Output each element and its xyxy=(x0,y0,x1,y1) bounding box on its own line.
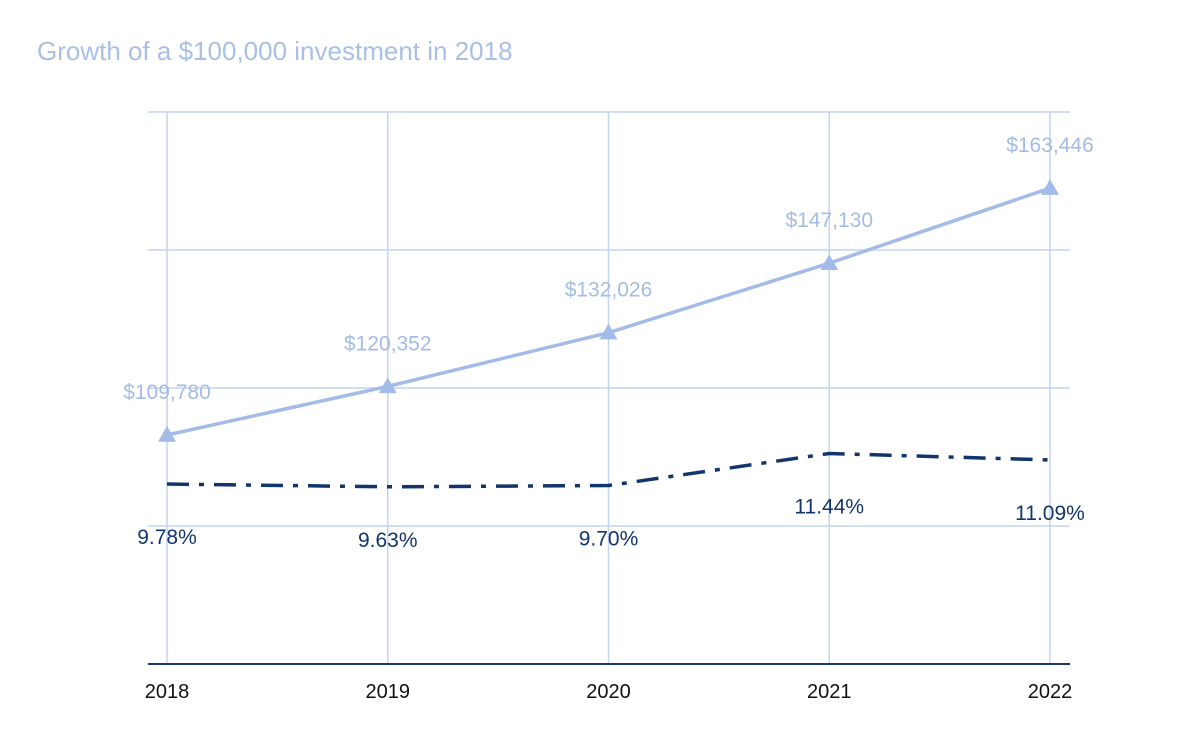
data-label-rate: 11.44% xyxy=(794,496,864,519)
chart-title: Growth of a $100,000 investment in 2018 xyxy=(37,36,513,66)
data-label-rate: 11.09% xyxy=(1015,502,1085,525)
data-label-value: $132,026 xyxy=(565,279,653,302)
data-point-marker xyxy=(158,426,176,442)
data-point-marker xyxy=(820,254,839,270)
x-tick-label: 2022 xyxy=(1028,681,1073,703)
data-label-rate: 9.63% xyxy=(358,529,418,552)
data-label-rate: 9.78% xyxy=(137,526,197,549)
data-point-marker xyxy=(1041,179,1059,195)
series-line-annual-return xyxy=(166,451,1051,489)
data-label-value: $147,130 xyxy=(785,209,873,232)
data-point-marker xyxy=(599,323,618,340)
data-label-rate: 9.70% xyxy=(579,528,639,551)
x-tick-label: 2019 xyxy=(366,681,411,703)
x-tick-labels: 2018 2019 2020 2021 2022 xyxy=(145,681,1073,703)
data-point-marker xyxy=(378,377,397,394)
data-label-value: $109,780 xyxy=(123,381,211,404)
data-label-value: $120,352 xyxy=(344,332,432,355)
x-tick-label: 2021 xyxy=(807,681,852,703)
x-tick-label: 2020 xyxy=(586,681,631,703)
data-label-value: $163,446 xyxy=(1006,134,1094,157)
series-annual-return: 9.78% 9.63% 9.70% 11.44% 11.09% xyxy=(137,451,1085,552)
x-tick-label: 2018 xyxy=(145,681,190,703)
grid-lines xyxy=(148,111,1070,664)
series-investment-value: $109,780 $120,352 $132,026 $147,130 $163,446 xyxy=(123,134,1094,442)
